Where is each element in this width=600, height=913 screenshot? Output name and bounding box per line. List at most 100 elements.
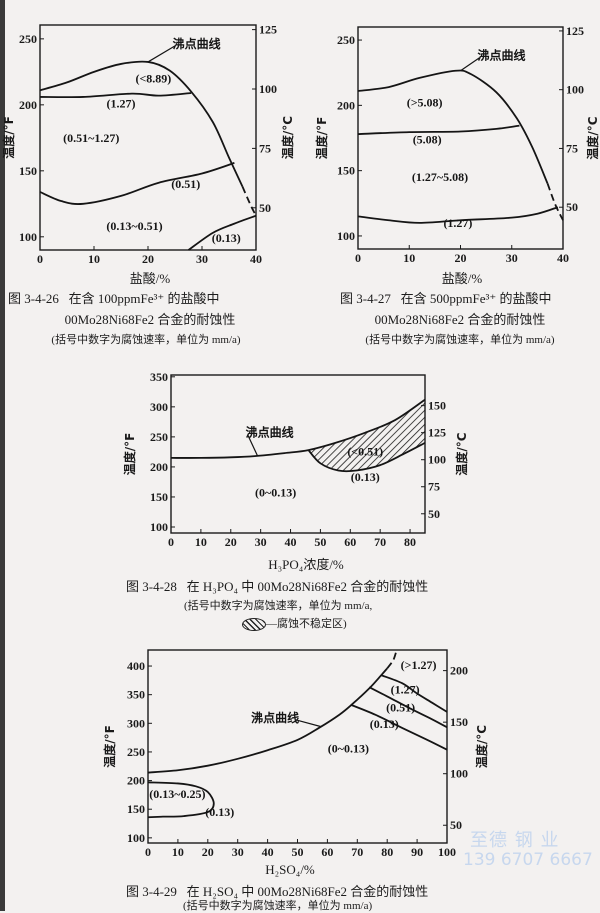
y-right-tick-label: 50 xyxy=(259,201,271,215)
curve-iso-corrosion xyxy=(147,781,215,819)
y-right-tick-label: 50 xyxy=(428,507,440,521)
chart-1: 0 10 20 30 40 100 150 200 250 50 75 100 125 温度/°F 温度/°… xyxy=(1,23,295,266)
x-tick-label: 20 xyxy=(455,251,467,265)
fig1-title: 在含 100ppmFe³⁺ 的盐酸中 xyxy=(68,291,220,306)
y-tick-label: 150 xyxy=(337,164,355,178)
x-tick-label: 0 xyxy=(168,535,174,549)
hatched-region-swatch-icon xyxy=(242,617,266,631)
fig2-caption-line2: 00Mo28Ni68Fe2 合金的耐蚀性 xyxy=(374,312,546,327)
chart-2: 0 10 20 30 40 100 150 200 250 50 75 100 125 温度/°F 温度/°… xyxy=(314,24,600,265)
x-tick-label: 50 xyxy=(314,535,326,549)
region-label: 沸点曲线 xyxy=(173,36,221,51)
x-tick-label: 30 xyxy=(232,845,244,859)
watermark-company: 至德 钢 业 xyxy=(470,830,560,851)
y-right-axis-title: 温度/°C xyxy=(585,116,600,159)
region-label: (0.13) xyxy=(370,717,399,731)
region-label: (1.27) xyxy=(391,683,420,697)
x-tick-label: 30 xyxy=(506,251,518,265)
y-right-tick-label: 100 xyxy=(259,82,277,96)
x-tick-label: 60 xyxy=(321,845,333,859)
y-tick-label: 300 xyxy=(127,716,145,730)
chart-3: 0 10 20 30 40 50 60 70 80 100 150 200 250 300 350 50 75 1… xyxy=(122,370,469,549)
y-right-axis-title: 温度/°C xyxy=(454,432,469,475)
x-tick-label: 10 xyxy=(403,251,415,265)
x-tick-label: 40 xyxy=(250,252,262,266)
y-right-tick-label: 150 xyxy=(428,399,446,413)
y-tick-label: 250 xyxy=(337,33,355,47)
curve-boiling-point xyxy=(39,60,244,188)
plot-frame xyxy=(147,649,448,844)
curve-iso-corrosion xyxy=(350,704,448,751)
fig1-caption-line1: 图 3-4-26 在含 100ppmFe³⁺ 的盐酸中 xyxy=(8,288,220,307)
region-label: 沸点曲线 xyxy=(246,425,294,440)
fig2-title: 在含 500ppmFe³⁺ 的盐酸中 xyxy=(400,291,552,306)
y-tick-label: 100 xyxy=(19,230,37,244)
y-right-tick-label: 200 xyxy=(450,664,468,678)
curve-boiling-point-dashed xyxy=(386,651,398,669)
fig3-figure-label: 图 3-4-28 xyxy=(126,579,177,594)
y-tick-label: 200 xyxy=(337,98,355,112)
region-label: (<8.89) xyxy=(135,71,171,85)
y-right-tick-label: 125 xyxy=(566,24,584,38)
y-tick-label: 200 xyxy=(150,460,168,474)
y-tick-label: 400 xyxy=(127,659,145,673)
leader-line xyxy=(247,434,259,457)
x-tick-label: 100 xyxy=(438,845,456,859)
x-tick-label: 80 xyxy=(381,845,393,859)
y-tick-label: 350 xyxy=(150,370,168,384)
curve-iso-corrosion xyxy=(307,442,426,473)
region-label: (>5.08) xyxy=(407,96,443,110)
curve-boiling-point xyxy=(357,69,549,185)
region-label: 沸点曲线 xyxy=(251,710,299,725)
x-tick-label: 20 xyxy=(202,845,214,859)
y-tick-label: 250 xyxy=(150,430,168,444)
fig3-title: 在 H₃PO₄ 中 00Mo28Ni68Fe2 合金的耐蚀性 xyxy=(186,579,429,594)
leader-line xyxy=(460,57,480,72)
y-tick-label: 150 xyxy=(127,802,145,816)
fig4-xlabel: H₂SO₄/% xyxy=(265,862,315,877)
y-right-tick-label: 100 xyxy=(566,83,584,97)
unstable-region-hatched xyxy=(308,399,425,471)
region-label: (0~0.13) xyxy=(328,742,369,756)
x-tick-label: 70 xyxy=(351,845,363,859)
x-tick-label: 70 xyxy=(374,535,386,549)
y-tick-label: 200 xyxy=(127,774,145,788)
y-tick-label: 150 xyxy=(150,490,168,504)
y-right-tick-label: 50 xyxy=(566,200,578,214)
x-tick-label: 20 xyxy=(225,535,237,549)
y-right-tick-label: 75 xyxy=(428,480,440,494)
region-label: (5.08) xyxy=(413,132,442,146)
x-tick-label: 40 xyxy=(557,251,569,265)
y-right-tick-label: 50 xyxy=(450,818,462,832)
curve-iso-corrosion xyxy=(380,674,448,713)
fig2-caption-line1: 图 3-4-27 在含 500ppmFe³⁺ 的盐酸中 xyxy=(340,288,552,307)
y-tick-label: 300 xyxy=(150,400,168,414)
fig1-note: (括号中数字为腐蚀速率，单位为 mm/a) xyxy=(51,334,241,346)
x-tick-label: 40 xyxy=(285,535,297,549)
region-label: (0.51~1.27) xyxy=(63,131,119,145)
x-tick-label: 40 xyxy=(262,845,274,859)
x-tick-label: 20 xyxy=(142,252,154,266)
x-tick-label: 0 xyxy=(145,845,151,859)
region-label: (0.13~0.25) xyxy=(149,787,205,801)
x-tick-label: 0 xyxy=(355,251,361,265)
fig1-caption-line2: 00Mo28Ni68Fe2 合金的耐蚀性 xyxy=(64,312,236,327)
y-axis-title: 温度/°F xyxy=(122,433,137,476)
y-right-tick-label: 125 xyxy=(428,426,446,440)
y-tick-label: 200 xyxy=(19,98,37,112)
chart-4: 0 10 20 30 40 50 60 70 80 90 100 100 150 200 250 300 350… xyxy=(102,649,489,859)
x-tick-label: 30 xyxy=(196,252,208,266)
y-right-tick-label: 100 xyxy=(428,453,446,467)
x-tick-label: 10 xyxy=(172,845,184,859)
y-right-tick-label: 75 xyxy=(566,141,578,155)
fig4-figure-label: 图 3-4-29 xyxy=(126,884,177,899)
x-tick-label: 60 xyxy=(344,535,356,549)
y-axis-title: 温度/°F xyxy=(102,725,117,768)
y-tick-label: 100 xyxy=(150,520,168,534)
y-right-axis-title: 温度/°C xyxy=(280,116,295,159)
x-tick-label: 80 xyxy=(404,535,416,549)
curve-iso-corrosion xyxy=(357,206,559,224)
curve-iso-corrosion xyxy=(39,92,192,99)
fig3-legend-text: —腐蚀不稳定区) xyxy=(266,618,347,630)
curve-iso-corrosion xyxy=(357,124,520,135)
